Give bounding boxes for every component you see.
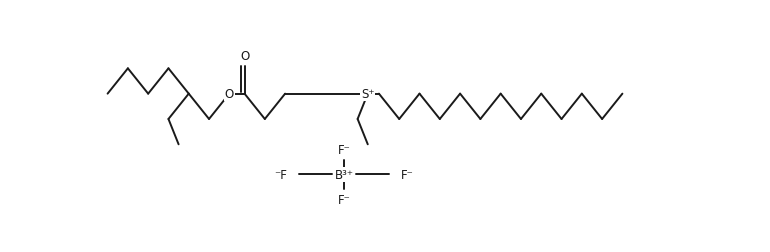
Text: F⁻: F⁻: [337, 194, 350, 207]
Text: F⁻: F⁻: [337, 143, 350, 156]
Text: O: O: [240, 50, 249, 63]
Text: O: O: [225, 88, 234, 101]
Text: B³⁺: B³⁺: [334, 168, 353, 181]
Text: F⁻: F⁻: [400, 168, 413, 181]
Text: ⁻F: ⁻F: [274, 168, 287, 181]
Text: S⁺: S⁺: [361, 88, 374, 101]
